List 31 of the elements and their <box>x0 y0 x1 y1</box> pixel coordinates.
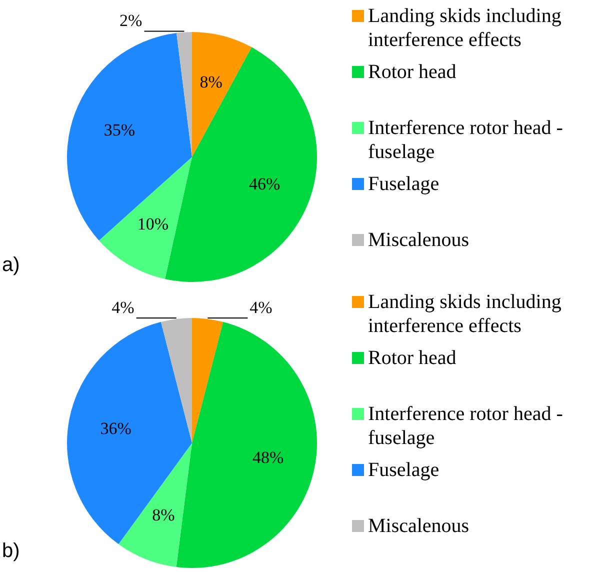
data-label: 4% <box>112 298 134 317</box>
legend-label: Landing skids including interference effects <box>368 290 562 338</box>
text: b) <box>2 540 20 563</box>
pie-slice <box>192 318 224 443</box>
legend-label: Interference rotor head - fuselage <box>368 116 564 164</box>
legend-label: Fuselage <box>368 458 440 482</box>
pie-slice <box>118 443 192 568</box>
data-label: 4% <box>250 298 272 317</box>
legend-label: Miscalenous <box>368 514 470 538</box>
data-label: 8% <box>200 72 222 92</box>
legend-label: Interference rotor head - fuselage <box>368 402 564 450</box>
pie-slice <box>160 318 192 443</box>
legend-label: Rotor head <box>368 60 456 84</box>
pie-slice <box>192 32 252 157</box>
data-label: 35% <box>104 120 135 140</box>
data-label: 36% <box>100 418 132 438</box>
legend-label: Landing skids including interference effects <box>368 4 562 52</box>
data-label: 2% <box>120 11 142 30</box>
pie-slice <box>176 322 317 568</box>
legend-label: Rotor head <box>368 346 456 370</box>
legend-label: Miscalenous <box>368 228 470 252</box>
pie-slice <box>176 32 192 157</box>
data-label: 10% <box>137 214 168 234</box>
data-label: 46% <box>249 174 280 194</box>
pie-slice <box>67 322 192 544</box>
legend-label: Fuselage <box>368 172 440 196</box>
text: a) <box>2 254 20 277</box>
data-label: 48% <box>252 448 284 468</box>
pie-slice <box>98 157 192 280</box>
data-label: 8% <box>152 506 175 525</box>
pie-slice <box>67 32 192 240</box>
